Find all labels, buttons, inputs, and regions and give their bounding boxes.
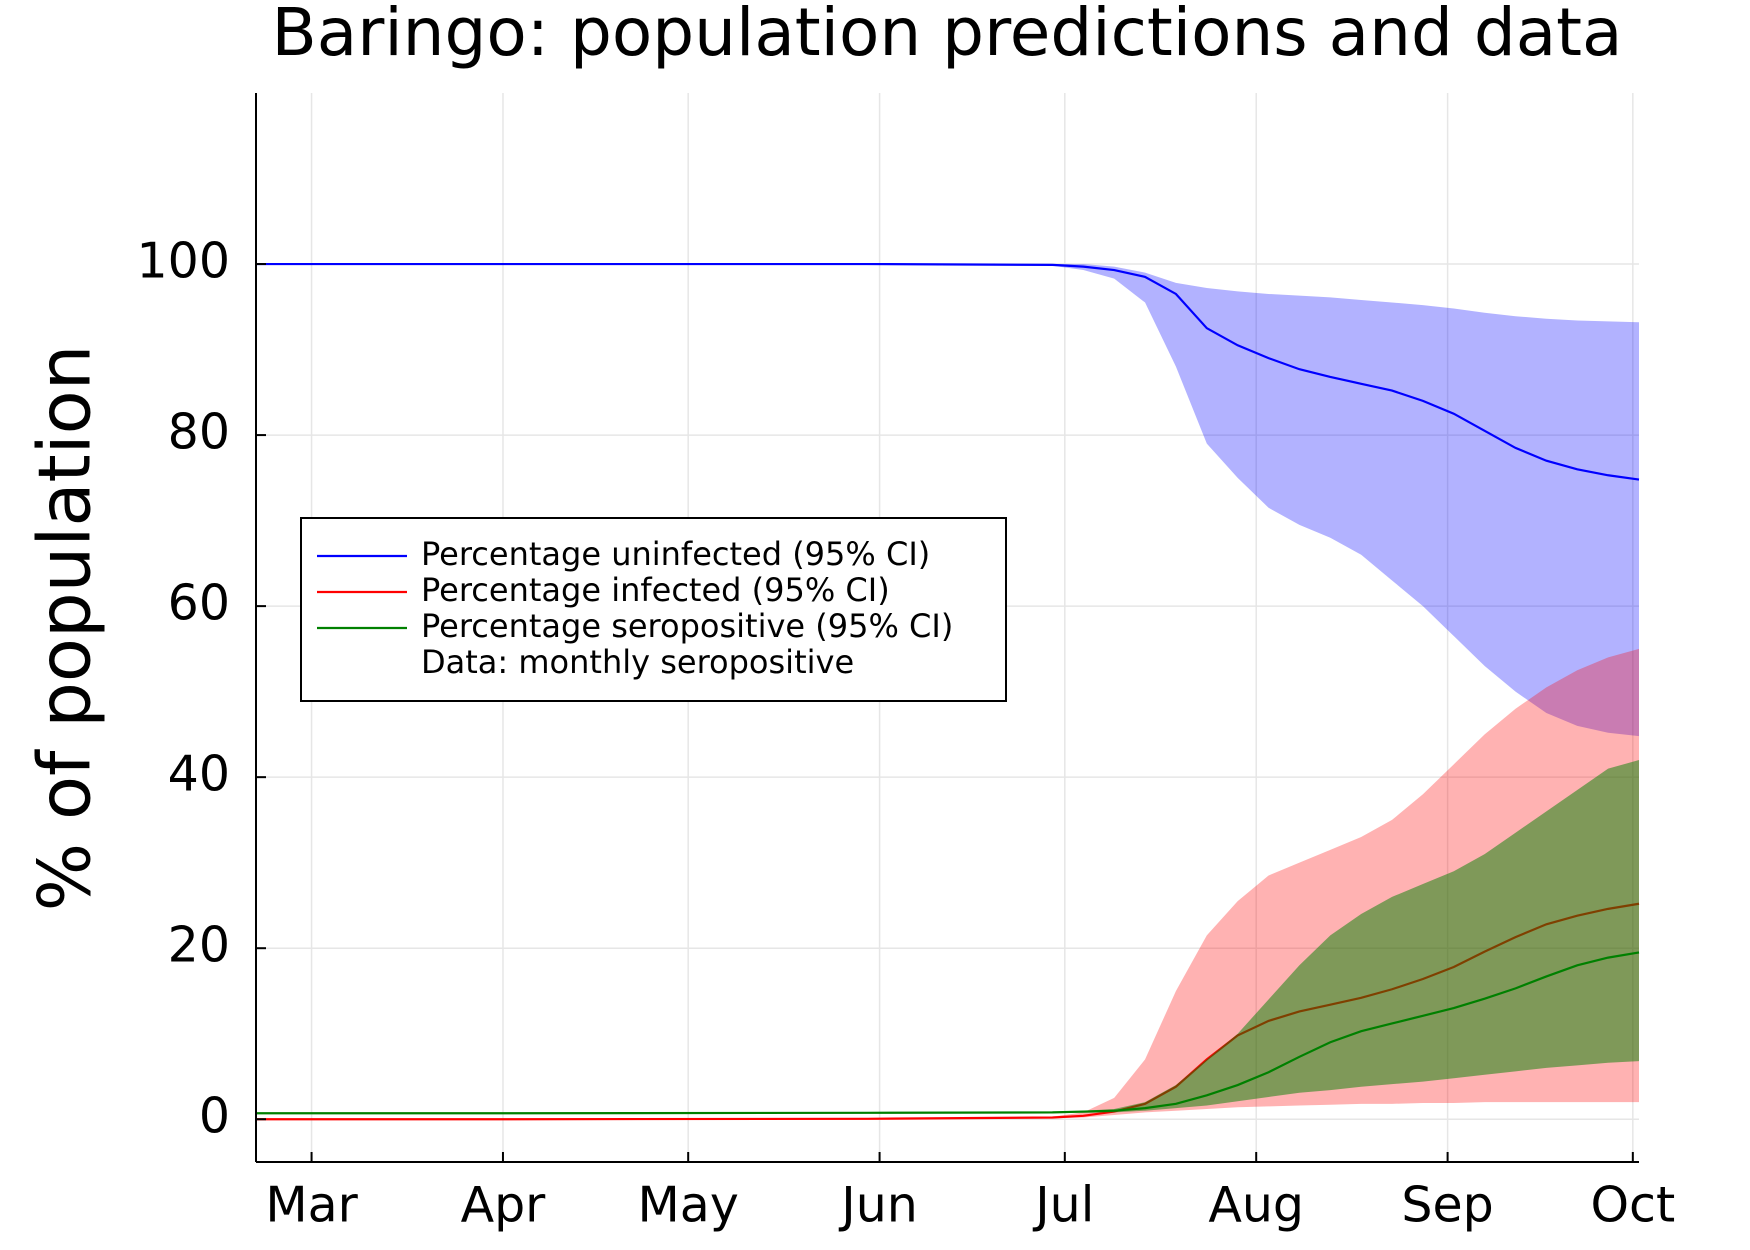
legend-box [300,517,1007,702]
y-tick-label: 40 [168,746,230,803]
legend-label: Percentage infected (95% CI) [421,571,890,609]
chart-title: Baringo: population predictions and data [271,0,1622,71]
y-tick-label: 60 [168,575,230,632]
x-tick-label: Aug [1208,1177,1304,1234]
legend-label: Percentage seropositive (95% CI) [421,607,953,645]
x-tick-label: Sep [1401,1177,1493,1234]
x-tick-label: Mar [265,1177,358,1234]
series-line [256,951,1640,1115]
y-tick-label: 20 [168,917,230,974]
x-tick-label: Oct [1590,1177,1675,1234]
legend: Percentage uninfected (95% CI)Percentage… [300,517,1007,702]
y-tick-label: 0 [199,1088,230,1145]
ci-band [256,760,1639,1114]
legend-label: Percentage uninfected (95% CI) [421,535,930,573]
legend-label: Data: monthly seropositive [421,643,854,681]
x-tick-label: May [638,1177,739,1234]
y-tick-label: 80 [168,404,230,461]
x-tick-label: Apr [461,1177,547,1234]
series-line [256,262,1640,481]
x-tick-label: Jul [1032,1177,1094,1234]
ci-band [256,264,1639,737]
x-tick-label: Jun [838,1177,918,1234]
axes: 0 20 40 60 80 100 Mar Apr May Jun Jul Aug Sep Oct [136,93,1675,1234]
y-axis-label: % of population [23,345,107,912]
y-tick-label: 100 [136,233,230,290]
plot-area [256,262,1640,1121]
